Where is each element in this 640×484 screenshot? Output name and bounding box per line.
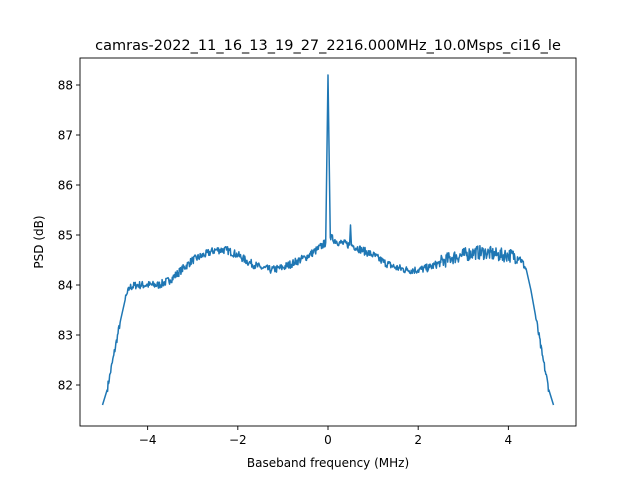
y-axis-label: PSD (dB) (32, 215, 46, 268)
y-tick-label: 82 (58, 379, 73, 393)
plot-area (101, 74, 555, 406)
y-tick-label: 87 (58, 129, 73, 143)
psd-series-line (101, 74, 555, 406)
chart-title: camras-2022_11_16_13_19_27_2216.000MHz_1… (95, 38, 561, 54)
x-tick-label: −2 (229, 433, 247, 447)
x-tick-label: −4 (139, 433, 157, 447)
y-axis: 82 83 84 85 86 87 88 (58, 79, 80, 393)
y-tick-label: 86 (58, 179, 73, 193)
x-tick-label: 2 (414, 433, 422, 447)
y-tick-label: 84 (58, 279, 73, 293)
y-tick-label: 85 (58, 229, 73, 243)
x-axis: −4 −2 0 2 4 (139, 426, 512, 447)
y-tick-label: 88 (58, 79, 73, 93)
x-tick-label: 4 (505, 433, 513, 447)
x-axis-label: Baseband frequency (MHz) (247, 456, 409, 470)
x-tick-label: 0 (324, 433, 332, 447)
y-tick-label: 83 (58, 329, 73, 343)
